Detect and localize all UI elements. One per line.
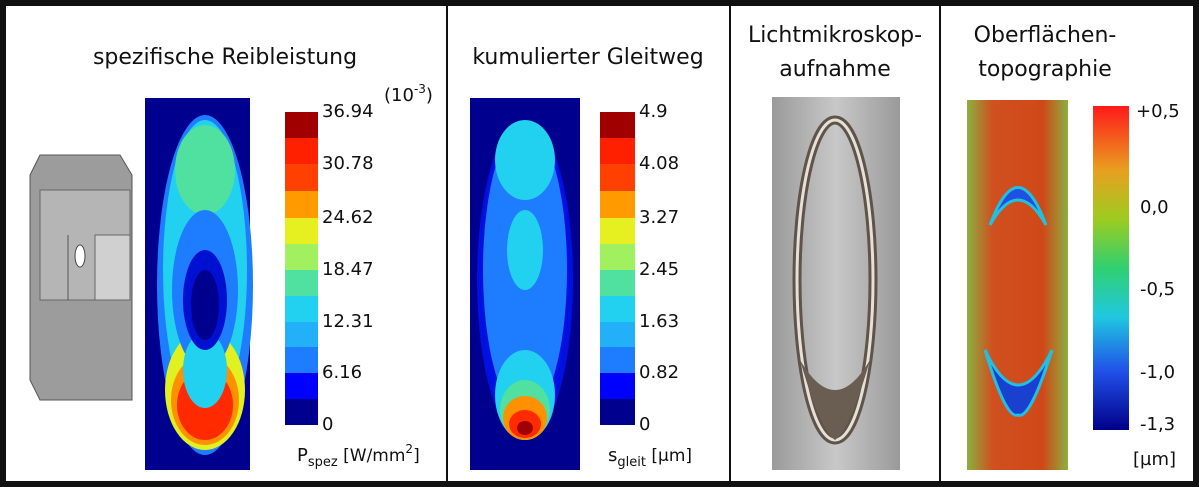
text: P	[297, 445, 308, 466]
tick-label: 2.45	[639, 259, 679, 280]
colorbar-label: sgleit [µm]	[608, 445, 692, 470]
panel-title: Lichtmikroskop-	[748, 23, 922, 48]
text: [W/mm	[338, 446, 406, 466]
tick-label: -1,3	[1140, 414, 1175, 435]
tick-label: 3.27	[639, 207, 679, 228]
tick-label: +0,5	[1136, 101, 1180, 122]
topography-image	[967, 100, 1068, 470]
panel-title: Oberflächen-	[974, 23, 1117, 48]
colorbar-ticks: 36.94 30.78 24.62 18.47 12.31 6.16 0	[322, 101, 374, 435]
tick-label: 4.9	[639, 101, 668, 122]
tick-label: 18.47	[322, 259, 374, 280]
tick-label: 6.16	[322, 362, 362, 383]
colorbar-ticks: 4.9 4.08 3.27 2.45 1.63 0.82 0	[639, 101, 679, 435]
tick-label: 24.62	[322, 207, 374, 228]
colorbar	[600, 112, 635, 425]
panel-title: spezifische Reibleistung	[93, 45, 357, 70]
tick-label: -1,0	[1140, 362, 1175, 383]
colorbar-label: Pspez [W/mm2]	[297, 442, 420, 470]
micrograph	[772, 97, 900, 470]
part-sketch	[30, 155, 132, 400]
text: )	[426, 85, 433, 106]
text: ]	[413, 446, 420, 466]
text: -3	[414, 82, 426, 96]
tick-label: 1.63	[639, 311, 679, 332]
figure: spezifische Reibleistung 36.94 30.78 24.…	[0, 0, 1199, 487]
scale-factor: (10-3)	[384, 82, 433, 107]
text: s	[608, 445, 617, 466]
tick-label: 0,0	[1140, 197, 1169, 218]
text: (10	[384, 85, 414, 106]
text: gleit	[617, 455, 646, 470]
contour-plot	[145, 98, 253, 470]
contour-plot	[470, 98, 580, 470]
panel-title: topographie	[978, 57, 1112, 82]
colorbar-ticks: +0,5 0,0 -0,5 -1,0 -1,3	[1136, 101, 1180, 435]
text: spez	[308, 455, 338, 470]
text: [µm]	[646, 446, 692, 466]
tick-label: -0,5	[1140, 279, 1175, 300]
tick-label: 12.31	[322, 311, 374, 332]
panel-title: kumulierter Gleitweg	[472, 45, 703, 70]
tick-label: 36.94	[322, 101, 374, 122]
colorbar	[1093, 106, 1129, 430]
colorbar	[285, 112, 318, 425]
colorbar-label: [µm]	[1133, 449, 1176, 470]
tick-label: 0	[639, 414, 650, 435]
tick-label: 0.82	[639, 362, 679, 383]
tick-label: 0	[322, 414, 333, 435]
text: 2	[405, 442, 413, 456]
tick-label: 30.78	[322, 153, 374, 174]
panel-title: aufnahme	[779, 57, 891, 82]
tick-label: 4.08	[639, 153, 679, 174]
